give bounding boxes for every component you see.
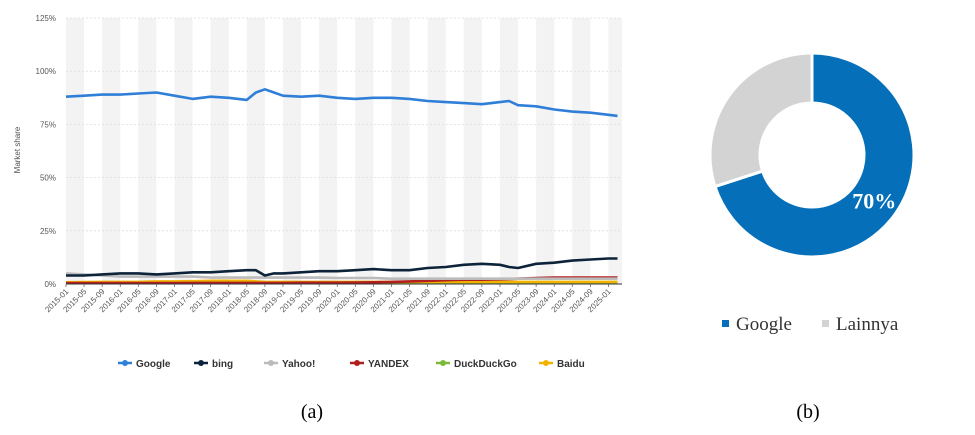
legend-swatch bbox=[722, 320, 729, 327]
grid-band bbox=[355, 18, 374, 284]
legend-label: Lainnya bbox=[836, 314, 899, 335]
series-line-bing bbox=[66, 257, 618, 277]
legend-marker bbox=[122, 360, 128, 366]
legend-donut-chart: Google Lainnya bbox=[722, 314, 899, 335]
grid-band bbox=[536, 18, 555, 284]
caption-b: (b) bbox=[796, 401, 819, 423]
grid-bands bbox=[66, 18, 622, 284]
donut-slice-label: 70% bbox=[852, 188, 896, 213]
y-axis-label: Market share bbox=[13, 126, 22, 173]
series-line-yahoo bbox=[65, 272, 618, 281]
grid-band bbox=[210, 18, 229, 284]
grid-band bbox=[572, 18, 591, 284]
donut-slice-lainnya bbox=[708, 51, 814, 189]
legend-label: Baidu bbox=[557, 359, 585, 370]
line-chart-market-share: 0% 25% 50% 75% 100% 125% Market share 2015-01… bbox=[13, 14, 622, 370]
legend-label: DuckDuckGo bbox=[454, 359, 517, 370]
legend-label: Google bbox=[736, 314, 792, 335]
legend-item-lainnya: Lainnya bbox=[822, 314, 899, 335]
grid-band bbox=[102, 18, 121, 284]
grid-band bbox=[174, 18, 193, 284]
caption-a: (a) bbox=[301, 401, 323, 423]
legend-label: Google bbox=[136, 359, 171, 370]
series-lines bbox=[65, 88, 618, 285]
y-tick-label: 25% bbox=[40, 227, 56, 236]
grid-band bbox=[427, 18, 446, 284]
grid-band bbox=[66, 18, 85, 284]
y-tick-label: 75% bbox=[40, 120, 56, 129]
legend-marker bbox=[268, 360, 274, 366]
grid-band bbox=[499, 18, 519, 284]
grid-band bbox=[319, 18, 338, 284]
grid-band bbox=[282, 18, 302, 284]
grid-band bbox=[138, 18, 157, 284]
legend-item-baidu: Baidu bbox=[539, 359, 585, 370]
y-tick-label: 100% bbox=[36, 67, 56, 76]
legend-item-yahoo: Yahoo! bbox=[264, 359, 315, 370]
legend-marker bbox=[440, 360, 446, 366]
y-gridlines bbox=[66, 17, 622, 232]
donut-slices: 70% bbox=[708, 51, 916, 259]
legend-label: Yahoo! bbox=[282, 359, 315, 370]
grid-band bbox=[246, 18, 265, 284]
legend-label: YANDEX bbox=[368, 359, 409, 370]
legend-line-chart: Google bing Yahoo! YANDEX DuckDuckGo Baidu bbox=[118, 359, 585, 370]
x-tick-labels: 2015-012015-052015-092016-012016-052016-… bbox=[43, 284, 613, 314]
y-tick-labels: 0% 25% 50% 75% 100% 125% bbox=[36, 14, 56, 289]
legend-item-duckduckgo: DuckDuckGo bbox=[436, 359, 517, 370]
legend-item-bing: bing bbox=[194, 359, 233, 370]
legend-label: bing bbox=[212, 359, 233, 370]
legend-swatch bbox=[822, 320, 829, 327]
donut-chart: 70% Google Lainnya bbox=[708, 51, 916, 335]
y-tick-label: 125% bbox=[36, 14, 56, 23]
legend-marker bbox=[198, 360, 204, 366]
legend-marker bbox=[543, 360, 549, 366]
y-tick-label: 50% bbox=[40, 174, 56, 183]
legend-item-google: Google bbox=[722, 314, 792, 335]
grid-band bbox=[391, 18, 410, 284]
legend-marker bbox=[354, 360, 360, 366]
donut-slice-google bbox=[713, 51, 916, 259]
legend-item-yandex: YANDEX bbox=[350, 359, 409, 370]
y-tick-label: 0% bbox=[44, 280, 56, 289]
series-line-google bbox=[65, 88, 618, 118]
grid-band bbox=[463, 18, 482, 284]
legend-item-google: Google bbox=[118, 359, 171, 370]
grid-band bbox=[608, 18, 622, 284]
